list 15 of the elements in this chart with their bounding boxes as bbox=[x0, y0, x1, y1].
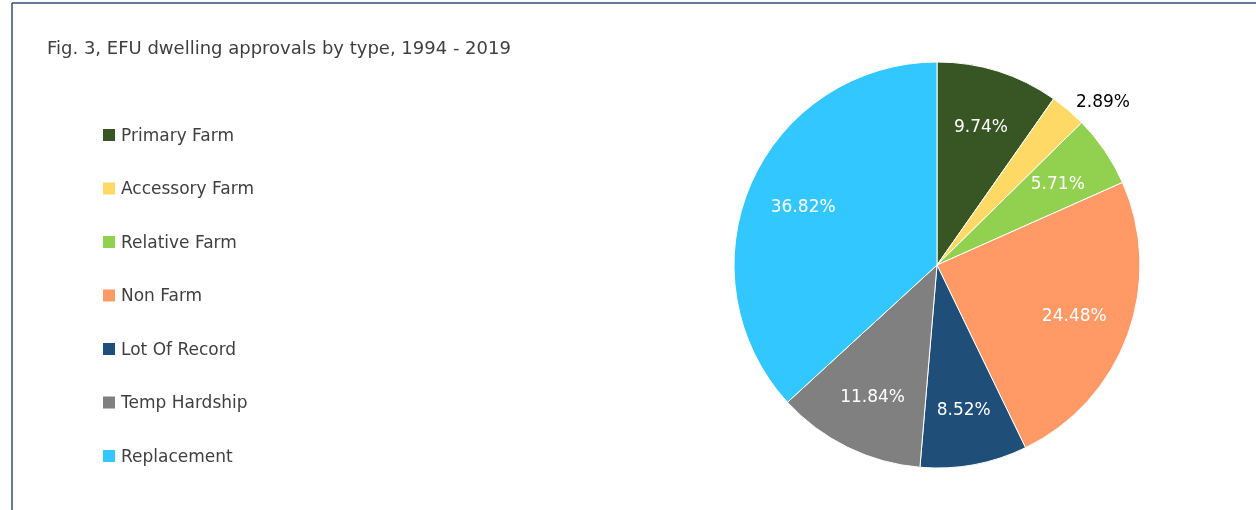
legend-label: Lot Of Record bbox=[121, 338, 237, 359]
data-label: 2.89% bbox=[1075, 90, 1130, 111]
legend-label: Accessory Farm bbox=[121, 178, 254, 199]
data-label: 5.71% bbox=[1030, 172, 1085, 193]
legend-label: Non Farm bbox=[121, 285, 203, 306]
chart-title: Fig. 3, EFU dwelling approvals by type, 1994 - 2019 bbox=[47, 37, 511, 58]
legend-label: Temp Hardship bbox=[120, 392, 248, 413]
data-label: 36.82% bbox=[770, 196, 836, 217]
legend-label: Primary Farm bbox=[121, 124, 234, 145]
data-label: 24.48% bbox=[1041, 305, 1107, 326]
legend-label: Replacement bbox=[121, 445, 234, 466]
data-label: 11.84% bbox=[840, 386, 906, 407]
legend-label: Relative Farm bbox=[121, 231, 237, 252]
data-label: 9.74% bbox=[954, 115, 1009, 136]
data-label: 8.52% bbox=[936, 398, 991, 419]
